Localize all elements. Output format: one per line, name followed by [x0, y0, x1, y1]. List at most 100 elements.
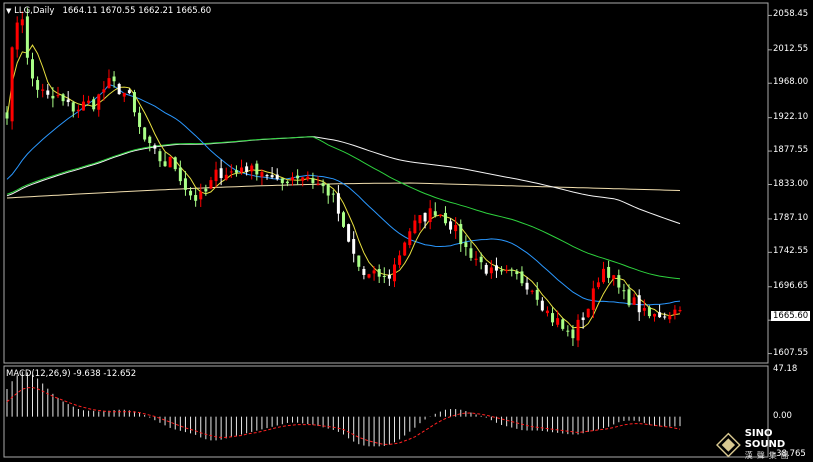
- candle-body: [347, 224, 351, 242]
- candle-body: [122, 92, 126, 97]
- candle-body: [474, 258, 478, 260]
- candle-body: [209, 180, 213, 189]
- candle-body: [581, 317, 585, 321]
- candle-body: [545, 310, 549, 314]
- candle-body: [540, 300, 544, 311]
- candle-body: [178, 167, 182, 182]
- ma120-line: [6, 136, 681, 225]
- candle-body: [530, 290, 534, 292]
- candle-body: [92, 99, 96, 110]
- candle-body: [76, 109, 80, 112]
- menu-triangle-icon[interactable]: ▼: [6, 7, 12, 15]
- candle-body: [20, 19, 24, 26]
- candle-body: [500, 270, 504, 272]
- candle-body: [377, 269, 381, 277]
- candle-body: [622, 290, 626, 292]
- candle-body: [112, 76, 116, 82]
- main-panel-border: [3, 2, 769, 364]
- candle-body: [387, 274, 391, 279]
- ma60-path: [6, 136, 681, 280]
- candle-body: [449, 221, 453, 230]
- candle-body: [56, 95, 60, 97]
- candle-body: [117, 84, 121, 95]
- macd-signal-line: [6, 386, 681, 445]
- candle-body: [596, 282, 600, 288]
- candle-body: [576, 319, 580, 341]
- macd-label: MACD(12,26,9) -9.638 -12.652: [6, 369, 137, 379]
- candle-body: [240, 167, 244, 173]
- candle-body: [15, 22, 19, 50]
- candle-body: [229, 171, 233, 173]
- macd-tick-label: 0.00: [773, 410, 792, 421]
- candle-body: [561, 319, 565, 329]
- candle-body: [423, 212, 427, 222]
- candle-body: [143, 127, 147, 140]
- candle-body: [525, 282, 529, 290]
- candle-body: [321, 183, 325, 187]
- candle-body: [352, 239, 356, 254]
- candle-body: [479, 256, 483, 263]
- candle-body: [428, 208, 432, 223]
- candle-body: [41, 89, 45, 91]
- candle-body: [97, 94, 101, 110]
- candle-body: [270, 175, 274, 178]
- candle-body: [551, 313, 555, 323]
- candle-body: [413, 220, 417, 234]
- candle-body: [647, 307, 651, 317]
- macd-tick-label: -38.765: [773, 449, 806, 459]
- candle-body: [637, 295, 641, 313]
- candle-body: [336, 193, 340, 214]
- candle-body: [489, 267, 493, 274]
- candle-body: [173, 157, 177, 170]
- candle-body: [255, 163, 259, 175]
- candle-body: [617, 275, 621, 288]
- candle-body: [367, 274, 371, 278]
- chart-header: ▼ LLG,Daily 1664.11 1670.55 1662.21 1665…: [6, 6, 211, 16]
- candle-body: [61, 94, 65, 102]
- candle-body: [678, 310, 682, 312]
- candle-body: [138, 112, 142, 127]
- macd-histogram: [6, 371, 681, 447]
- candle-body: [250, 165, 254, 172]
- candle-body: [673, 309, 677, 315]
- candle-body: [316, 184, 320, 186]
- candle-body: [245, 166, 249, 172]
- candle-body: [36, 80, 40, 90]
- signal-path: [6, 386, 681, 445]
- candle-body: [362, 268, 366, 275]
- candle-body: [408, 231, 412, 246]
- ma250-line: [6, 182, 681, 199]
- price-tick-label: 2012.55: [773, 43, 809, 54]
- candle-body: [199, 191, 203, 200]
- candle-body: [520, 271, 524, 284]
- symbol-interval: LLG,Daily: [14, 6, 55, 16]
- logo-diamond-icon: [716, 432, 741, 457]
- candle-body: [102, 89, 106, 93]
- candle-body: [306, 176, 310, 179]
- candle-body: [81, 101, 85, 111]
- candle-body: [398, 255, 402, 265]
- candle-body: [127, 90, 131, 94]
- ma60-line: [6, 136, 681, 280]
- candle-body: [296, 175, 300, 179]
- price-tick-label: 1877.55: [773, 145, 809, 156]
- sinosound-logo: SINO SOUND 漢聲集團: [716, 428, 813, 461]
- candle-body: [30, 59, 34, 79]
- candle-body: [392, 264, 396, 282]
- candle-body: [653, 313, 657, 317]
- logo-name: SINO SOUND: [744, 428, 786, 450]
- candle-body: [234, 170, 238, 173]
- candle-body: [326, 184, 330, 196]
- candle-body: [280, 178, 284, 184]
- candle-body: [556, 318, 560, 325]
- chart-frame: [3, 2, 772, 458]
- candle-body: [285, 181, 289, 184]
- candle-body: [10, 47, 14, 122]
- candle-body: [107, 78, 111, 89]
- candle-body: [46, 90, 50, 95]
- candle-body: [301, 177, 305, 181]
- candle-body: [494, 265, 498, 271]
- candle-body: [627, 289, 631, 306]
